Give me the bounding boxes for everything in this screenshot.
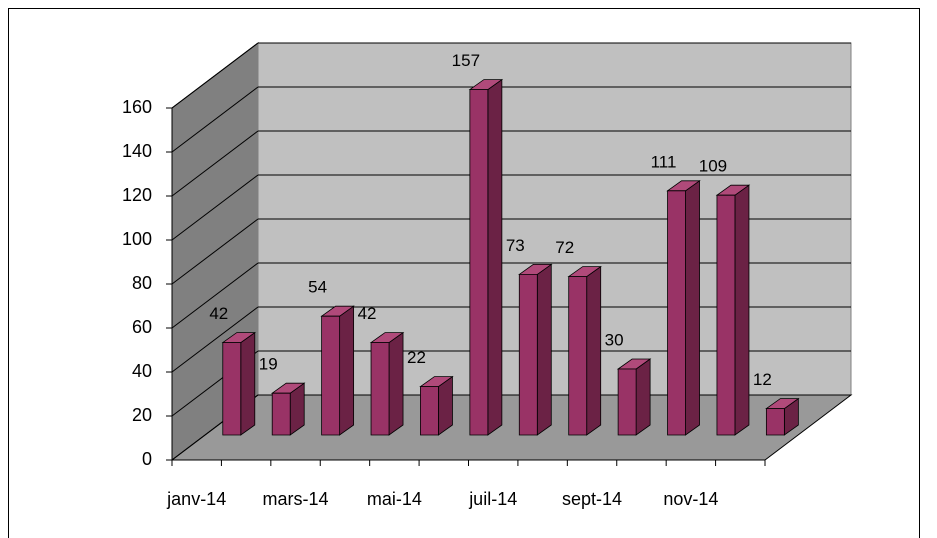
bar <box>320 305 355 436</box>
bar <box>270 382 306 436</box>
bar <box>419 375 454 436</box>
x-tick-label: janv-14 <box>166 489 226 509</box>
value-label: 72 <box>555 238 574 257</box>
value-label: 157 <box>452 51 480 70</box>
bar-face <box>716 194 736 436</box>
bar-face <box>469 89 489 436</box>
grid-line <box>171 130 259 197</box>
x-tick-label: mars-14 <box>263 489 329 509</box>
value-label: 109 <box>699 157 727 176</box>
bar-face <box>635 358 651 436</box>
bar-face <box>586 265 602 436</box>
value-label: 42 <box>209 304 228 323</box>
bar <box>666 180 701 436</box>
bar <box>765 397 800 436</box>
value-label: 42 <box>358 304 377 323</box>
grid-line <box>171 262 259 329</box>
bar-face <box>568 276 588 436</box>
bar-face <box>487 78 503 436</box>
value-label: 30 <box>605 330 624 349</box>
y-tick-label: 140 <box>122 141 152 161</box>
y-tick-label: 0 <box>142 449 152 469</box>
y-tick-label: 60 <box>132 317 152 337</box>
bar-face <box>388 331 404 436</box>
value-label: 111 <box>651 152 677 171</box>
bar-face <box>240 331 256 436</box>
x-tick-label: sept-14 <box>562 489 622 509</box>
bar-face <box>518 273 538 436</box>
bar-face <box>667 190 686 436</box>
bar-face <box>536 263 552 436</box>
grid-line <box>171 306 259 373</box>
y-tick-label: 160 <box>122 97 152 117</box>
bar-face <box>617 368 637 436</box>
bar-face <box>222 342 242 436</box>
x-tick-label: mai-14 <box>367 489 422 509</box>
value-label: 19 <box>259 355 278 374</box>
y-tick-label: 80 <box>132 273 152 293</box>
grid-line <box>171 86 259 153</box>
y-tick-label: 20 <box>132 405 152 425</box>
bar-face <box>339 305 355 436</box>
bar-face <box>734 184 750 436</box>
y-tick-label: 100 <box>122 229 152 249</box>
grid-line <box>171 42 259 109</box>
bar-face <box>685 180 700 436</box>
bar <box>567 265 602 436</box>
bar <box>369 331 405 436</box>
bar <box>518 263 553 436</box>
grid-line <box>171 218 259 285</box>
bar <box>221 331 257 436</box>
value-label: 12 <box>753 370 772 389</box>
x-tick-label: juil-14 <box>468 489 517 509</box>
y-tick-label: 120 <box>122 185 152 205</box>
value-label: 73 <box>506 236 525 255</box>
value-label: 22 <box>407 348 426 367</box>
value-label: 54 <box>308 278 327 297</box>
grid-line <box>171 174 259 241</box>
x-tick-label: nov-14 <box>663 489 718 509</box>
bar <box>616 358 652 436</box>
bar-face <box>765 408 785 436</box>
bar <box>715 184 751 436</box>
y-tick-label: 40 <box>132 361 152 381</box>
bar-face <box>370 342 390 436</box>
bar-face <box>321 315 341 436</box>
bar-face <box>271 392 291 436</box>
bar <box>468 78 504 436</box>
bar-face <box>420 386 439 436</box>
